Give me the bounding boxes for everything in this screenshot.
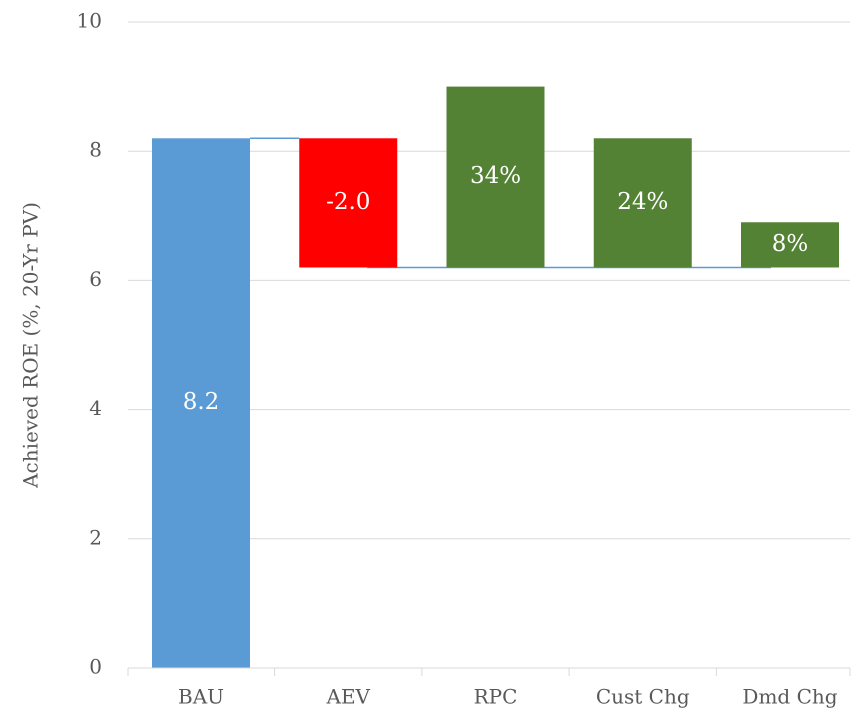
x-tick-label: AEV bbox=[326, 685, 371, 709]
x-tick-label: Dmd Chg bbox=[742, 685, 837, 709]
y-tick-label: 10 bbox=[77, 9, 102, 33]
bar-label: 34% bbox=[470, 163, 521, 189]
y-axis-title: Achieved ROE (%, 20-Yr PV) bbox=[19, 202, 43, 489]
y-tick-label: 2 bbox=[89, 525, 102, 549]
y-tick-label: 0 bbox=[89, 655, 102, 679]
bar bbox=[446, 86, 545, 268]
bar-label: 8% bbox=[772, 231, 809, 257]
bar bbox=[299, 138, 398, 268]
bar-label: -2.0 bbox=[326, 189, 370, 215]
y-tick-label: 6 bbox=[89, 267, 102, 291]
bar-label: 8.2 bbox=[183, 389, 220, 415]
bar bbox=[593, 138, 692, 268]
y-tick-label: 8 bbox=[89, 138, 102, 162]
x-tick-label: Cust Chg bbox=[596, 685, 690, 709]
bar bbox=[741, 222, 839, 268]
x-tick-label: BAU bbox=[178, 685, 224, 709]
bar-label: 24% bbox=[617, 189, 668, 215]
y-tick-label: 4 bbox=[89, 396, 102, 420]
x-tick-label: RPC bbox=[474, 685, 518, 709]
bar bbox=[152, 138, 250, 668]
